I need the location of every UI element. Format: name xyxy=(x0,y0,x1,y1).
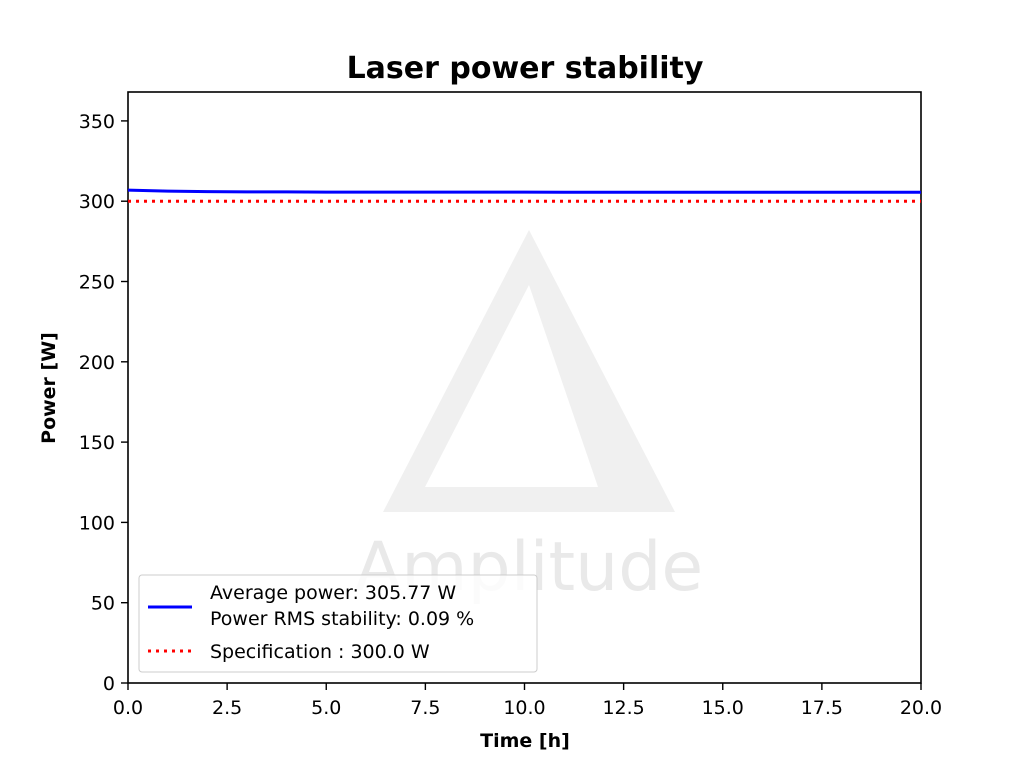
y-tick-label: 300 xyxy=(79,191,115,213)
x-tick-label: 10.0 xyxy=(503,697,545,719)
x-tick-label: 7.5 xyxy=(410,697,440,719)
series-layer xyxy=(127,188,921,203)
x-tick-label: 0.0 xyxy=(113,697,143,719)
x-tick-label: 2.5 xyxy=(212,697,242,719)
y-tick-label: 200 xyxy=(79,352,115,374)
x-tick-label: 20.0 xyxy=(900,697,942,719)
legend-label-specification: Specification : 300.0 W xyxy=(210,641,430,663)
legend-label-rms-stability: Power RMS stability: 0.09 % xyxy=(210,608,474,630)
legend-label-average-power: Average power: 305.77 W xyxy=(210,582,456,604)
chart-title: Laser power stability xyxy=(347,51,704,86)
y-tick-label: 350 xyxy=(79,111,115,133)
series-line-average-power xyxy=(127,188,921,194)
x-tick-label: 5.0 xyxy=(311,697,341,719)
watermark-triangle-icon xyxy=(383,230,675,512)
legend-box xyxy=(138,574,538,673)
watermark: Amplitude xyxy=(355,230,703,607)
y-tick-label: 50 xyxy=(91,593,115,615)
x-tick-label: 15.0 xyxy=(702,697,744,719)
x-tick-label: 12.5 xyxy=(602,697,644,719)
x-tick-label: 17.5 xyxy=(801,697,843,719)
y-axis-label: Power [W] xyxy=(38,332,60,444)
y-tick-label: 250 xyxy=(79,272,115,294)
y-tick-label: 0 xyxy=(103,673,115,695)
legend: Average power: 305.77 W Power RMS stabil… xyxy=(138,574,538,673)
x-axis: 0.0 2.5 5.0 7.5 10.0 12.5 15.0 17.5 20.0 xyxy=(113,683,942,719)
y-axis: 0 50 100 150 200 250 300 350 xyxy=(79,111,128,695)
y-tick-label: 150 xyxy=(79,432,115,454)
x-axis-label: Time [h] xyxy=(480,730,570,752)
y-tick-label: 100 xyxy=(79,512,115,534)
